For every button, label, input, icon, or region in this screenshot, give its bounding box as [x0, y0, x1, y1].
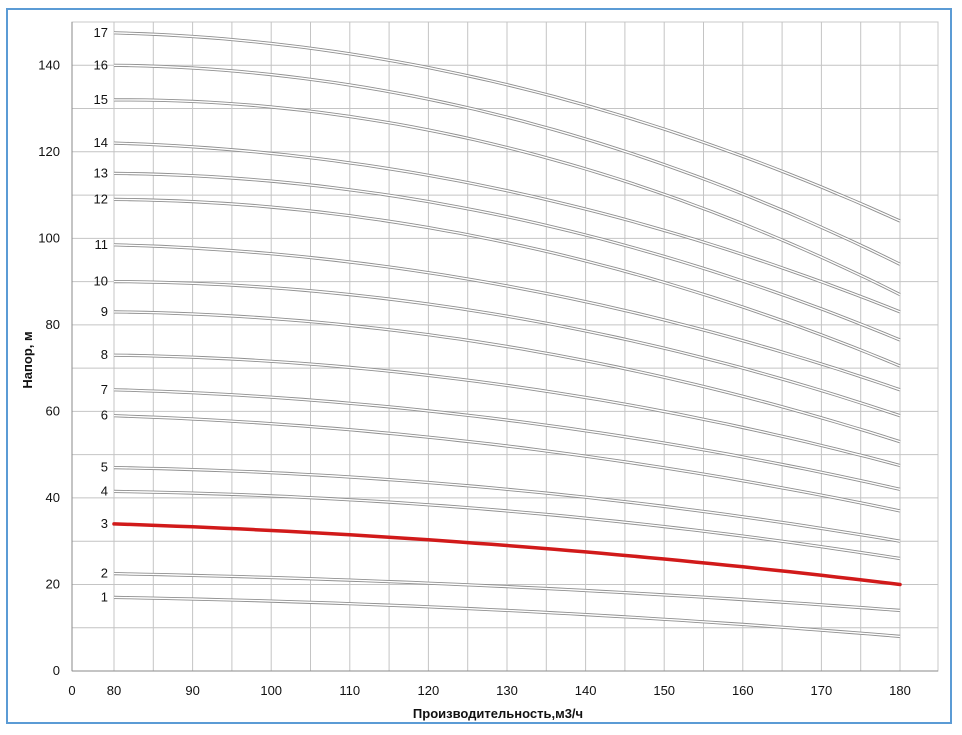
series-line-8 — [113, 354, 901, 467]
y-tick-label: 0 — [53, 663, 60, 678]
series-label-2: 2 — [101, 566, 108, 581]
y-tick-label: 20 — [46, 576, 60, 591]
series-label-16: 16 — [94, 57, 108, 72]
x-tick-label: 80 — [107, 683, 121, 698]
series-label-1: 1 — [101, 589, 108, 604]
series-label-6: 6 — [101, 408, 108, 423]
x-tick-label: 170 — [811, 683, 833, 698]
series-label-8: 8 — [101, 347, 108, 362]
series-label-7: 7 — [101, 382, 108, 397]
series-line-3 — [112, 522, 902, 587]
y-tick-label: 60 — [46, 403, 60, 418]
y-tick-label: 40 — [46, 490, 60, 505]
series-label-9: 9 — [101, 304, 108, 319]
series-line-15 — [114, 99, 901, 296]
series-label-14: 14 — [94, 135, 108, 150]
series-line-5 — [113, 466, 901, 542]
y-tick-label: 120 — [38, 144, 60, 159]
axes: 0 80 90 100 110 120 130 140 150 160 170 18002040608… — [38, 22, 938, 698]
series-line-1 — [113, 596, 901, 638]
series-line-16 — [113, 64, 901, 265]
x-axis-title: Производительность,м3/ч — [413, 706, 583, 721]
series-label-11: 11 — [95, 237, 109, 252]
y-tick-label: 140 — [38, 57, 60, 72]
series-line-10 — [113, 280, 901, 417]
series-label-4: 4 — [101, 483, 108, 498]
series-label-12: 12 — [94, 191, 108, 206]
series-line-13 — [113, 172, 901, 341]
series-line-9 — [113, 311, 901, 443]
series-line-17 — [113, 32, 901, 222]
y-axis-title: Напор, м — [20, 331, 35, 388]
series-line-2 — [113, 572, 901, 612]
series-label-15: 15 — [94, 92, 108, 107]
series-label-3: 3 — [101, 516, 108, 531]
y-tick-label: 100 — [38, 230, 60, 245]
x-tick-label: 130 — [496, 683, 518, 698]
series-label-17: 17 — [94, 25, 108, 40]
x-tick-label: 180 — [889, 683, 911, 698]
series-line-12 — [113, 198, 901, 367]
series-line-14 — [113, 142, 901, 313]
series-label-13: 13 — [94, 165, 108, 180]
series-line-11 — [113, 244, 901, 391]
x-tick-label: 110 — [339, 683, 360, 698]
x-tick-label: 160 — [732, 683, 754, 698]
x-tick-label: 90 — [185, 683, 199, 698]
x-tick-label: 0 — [68, 683, 75, 698]
series-label-5: 5 — [101, 460, 108, 475]
series-line-7 — [113, 389, 901, 490]
series-line-4 — [113, 490, 901, 560]
chart-frame: 0 80 90 100 110 120 130 140 150 160 170 180 0 20 40 60 8… — [6, 8, 952, 724]
x-tick-label: 120 — [418, 683, 440, 698]
x-tick-label: 100 — [260, 683, 282, 698]
series-line-6 — [113, 415, 901, 512]
series-label-10: 10 — [94, 274, 108, 289]
y-tick-label: 80 — [46, 317, 60, 332]
pump-curve-chart: 0 80 90 100 110 120 130 140 150 160 170 18002040608… — [20, 21, 939, 721]
x-tick-label: 140 — [575, 683, 597, 698]
curves — [112, 31, 902, 638]
x-tick-label: 150 — [653, 683, 675, 698]
